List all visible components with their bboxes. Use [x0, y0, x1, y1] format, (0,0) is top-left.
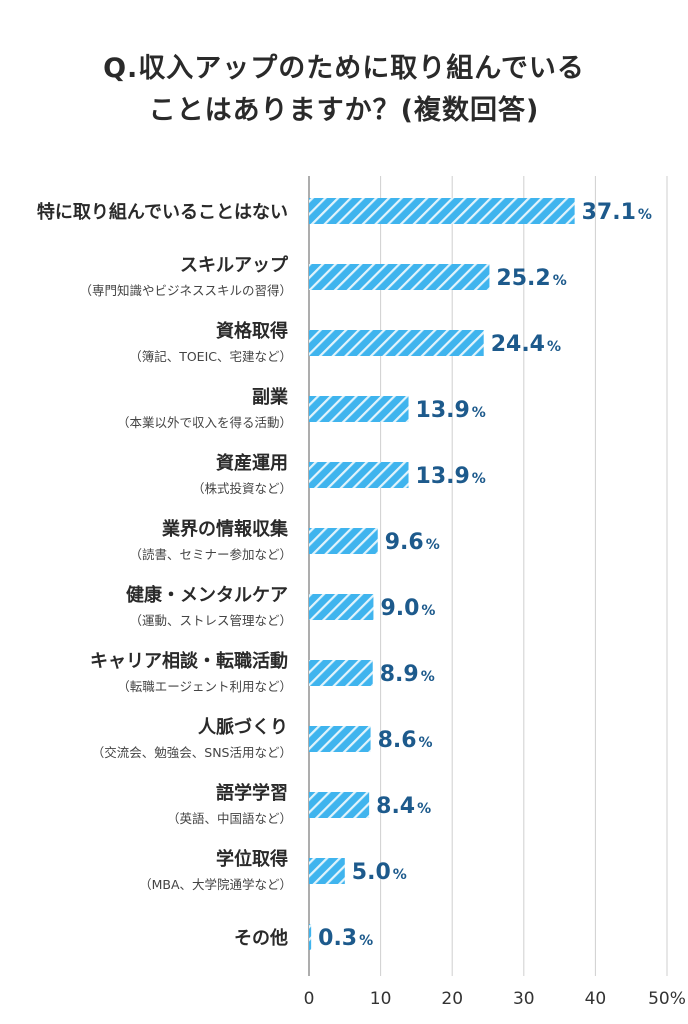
grid-lines — [308, 176, 668, 976]
value-labels: 37.1 % 25.2 % 24.4 % 13.9 % 13.9 % 9.6 % 9.0 % 8.9 % 8.6… — [318, 200, 652, 951]
chart-title-line-2: ことはありますか？(複数回答) — [148, 95, 540, 126]
category-label: 資産運用 — [216, 452, 288, 474]
bar — [309, 594, 374, 620]
bar — [309, 330, 484, 356]
category-sublabel: （転職エージェント利用など） — [117, 679, 292, 694]
category-label: 副業 — [252, 386, 289, 408]
value-label: 13.9% — [416, 398, 486, 423]
category-label: その他 — [234, 927, 288, 949]
bars — [309, 198, 575, 950]
value-label: 9.6% — [385, 530, 440, 555]
bar — [309, 726, 371, 752]
x-tick-label: 0 — [304, 989, 315, 1009]
category-label: 健康・メンタルケア — [126, 584, 288, 606]
category-label: 資格取得 — [216, 320, 288, 342]
bar — [309, 792, 370, 818]
category-sublabel: （運動、ストレス管理など） — [129, 613, 292, 628]
x-tick-label: 10 — [370, 989, 392, 1009]
category-label: 人脈づくり — [198, 716, 288, 738]
category-sublabel: （交流会、勉強会、SNS活用など） — [92, 745, 292, 760]
value-label: 8.9% — [380, 662, 435, 687]
category-sublabel: （読書、セミナー参加など） — [129, 547, 292, 562]
value-label: 8.4% — [376, 794, 431, 819]
x-tick-label: 40 — [585, 989, 607, 1009]
bar — [309, 858, 345, 884]
category-sublabel: （株式投資など） — [192, 481, 292, 496]
value-label: 5.0% — [352, 860, 407, 885]
bar — [309, 660, 373, 686]
x-tick-label: 20 — [441, 989, 463, 1009]
category-label: 学位取得 — [216, 848, 288, 870]
category-label: 特に取り組んでいることはない — [37, 201, 288, 223]
x-tick-label: 30 — [513, 989, 535, 1009]
category-sublabel: （本業以外で収入を得る活動） — [117, 415, 292, 430]
x-tick-label: 50% — [648, 989, 686, 1009]
category-label: 業界の情報収集 — [161, 518, 289, 540]
category-sublabel: （簿記、TOEIC、宅建など） — [129, 349, 292, 364]
category-label: スキルアップ — [180, 254, 289, 276]
bar — [309, 264, 490, 290]
bar — [309, 396, 409, 422]
value-label: 24.4% — [491, 332, 561, 357]
value-label: 0.3% — [318, 926, 373, 951]
x-axis-ticks: 0 10 20 30 40 50% — [304, 989, 686, 1009]
bar — [309, 528, 378, 554]
chart-title-line-1: Q.収入アップのために取り組んでいる — [103, 53, 585, 84]
chart-title: Q.収入アップのために取り組んでいる ことはありますか？(複数回答) — [0, 48, 688, 132]
category-sublabel: （専門知識やビジネススキルの習得） — [79, 283, 292, 298]
value-label: 8.6% — [378, 728, 433, 753]
value-label: 37.1% — [582, 200, 652, 225]
category-sublabel: （MBA、大学院通学など） — [139, 877, 292, 892]
value-label: 25.2% — [496, 266, 566, 291]
category-label: 語学学習 — [216, 782, 288, 804]
value-label: 13.9% — [416, 464, 486, 489]
category-sublabel: （英語、中国語など） — [167, 811, 292, 826]
value-label: 9.0% — [380, 596, 435, 621]
bar — [309, 198, 575, 224]
bar — [309, 462, 409, 488]
category-label: キャリア相談・転職活動 — [90, 650, 288, 672]
bar — [309, 924, 312, 950]
